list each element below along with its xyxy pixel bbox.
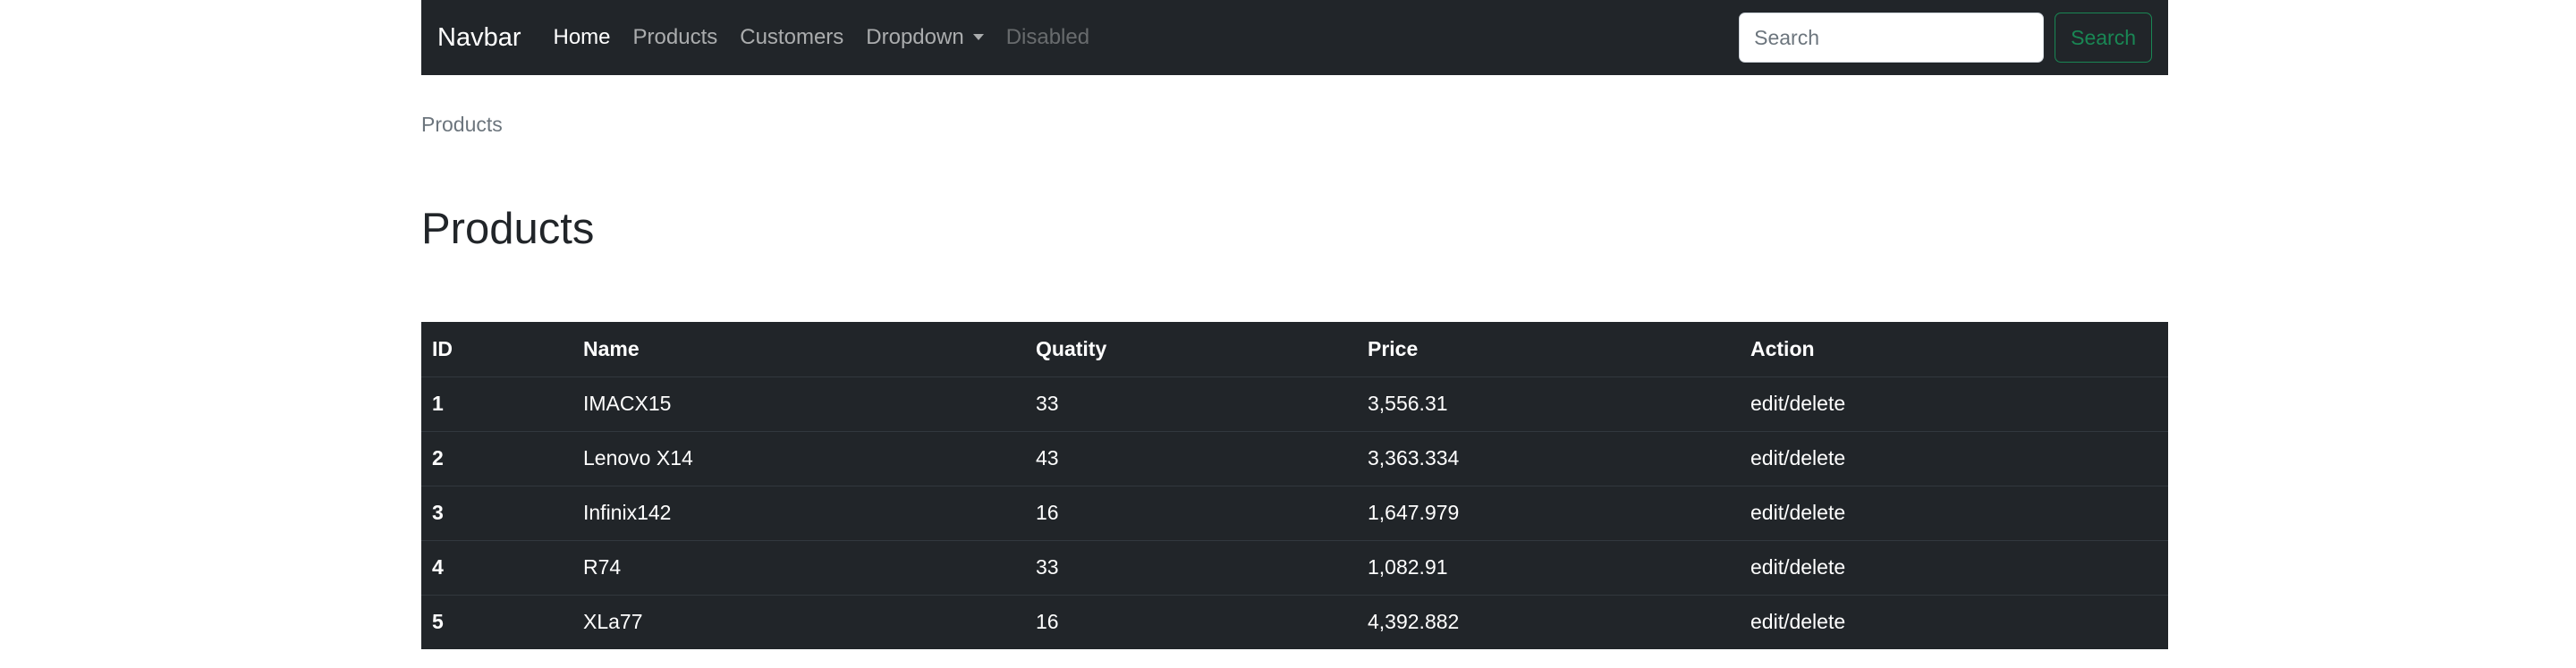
cell-quantity: 16 [1036, 610, 1059, 634]
cell-action[interactable]: edit/delete [1740, 376, 2168, 432]
cell-name: Infinix142 [572, 486, 1025, 541]
cell-price: 1,082.91 [1357, 540, 1740, 596]
navbar: Navbar Home Products Customers Dropdown … [421, 0, 2168, 75]
nav-dropdown-label: Dropdown [866, 25, 964, 49]
table-header-row: ID Name Quatity Price Action [421, 322, 2168, 377]
cell-price: 1,647.979 [1357, 486, 1740, 541]
cell-id: 1 [421, 376, 572, 432]
column-header-action: Action [1740, 322, 2168, 377]
cell-name: IMACX15 [572, 376, 1025, 432]
cell-name: Lenovo X14 [572, 431, 1025, 486]
search-input[interactable] [1739, 13, 2045, 63]
cell-quantity: 33 [1025, 540, 1357, 596]
cell-price: 4,392.882 [1368, 610, 1460, 634]
table-row: 4 R74 33 1,082.91 edit/delete [421, 540, 2168, 596]
nav-link-disabled: Disabled [1005, 25, 1090, 49]
nav-links: Home Products Customers Dropdown Disable… [554, 25, 1113, 50]
search-form: Search [1739, 13, 2152, 63]
cell-quantity: 43 [1025, 431, 1357, 486]
cell-action[interactable]: edit/delete [1740, 431, 2168, 486]
page-title: Products [421, 205, 595, 253]
cell-quantity: 16 [1025, 486, 1357, 541]
products-table: ID Name Quatity Price Action 1 IMACX15 3… [421, 322, 2168, 649]
column-header-price: Price [1357, 322, 1740, 377]
cell-id: 2 [421, 431, 572, 486]
column-header-name: Name [572, 322, 1025, 377]
cell-price: 3,363.334 [1357, 431, 1740, 486]
search-button[interactable]: Search [2055, 13, 2152, 63]
table-body: 1 IMACX15 33 3,556.31 edit/delete 2 Leno… [421, 376, 2168, 649]
cell-name: XLa77 [583, 610, 643, 634]
table-row: 3 Infinix142 16 1,647.979 edit/delete [421, 486, 2168, 541]
column-header-id: ID [421, 322, 572, 377]
nav-dropdown-toggle[interactable]: Dropdown [866, 25, 984, 50]
cell-name: R74 [572, 540, 1025, 596]
breadcrumb: Products [421, 113, 503, 137]
cell-price: 3,556.31 [1357, 376, 1740, 432]
cell-action[interactable]: edit/delete [1740, 486, 2168, 541]
cell-id: 3 [421, 486, 572, 541]
table-row: 2 Lenovo X14 43 3,363.334 edit/delete [421, 431, 2168, 486]
nav-link-products[interactable]: Products [632, 25, 718, 49]
table-head: ID Name Quatity Price Action [421, 322, 2168, 377]
breadcrumb-item-products[interactable]: Products [421, 113, 503, 136]
cell-action[interactable]: edit/delete [1740, 540, 2168, 596]
cell-quantity: 33 [1025, 376, 1357, 432]
column-header-quantity: Quatity [1025, 322, 1357, 377]
nav-link-customers[interactable]: Customers [740, 25, 844, 49]
table-row: 5 XLa77 16 4,392.882 edit/delete [421, 595, 2168, 649]
cell-id: 4 [421, 540, 572, 596]
table-row: 1 IMACX15 33 3,556.31 edit/delete [421, 376, 2168, 432]
navbar-brand[interactable]: Navbar [437, 22, 521, 52]
cell-action[interactable]: edit/delete [1750, 610, 1846, 634]
caret-down-icon [972, 34, 984, 40]
cell-id: 5 [432, 610, 444, 634]
nav-link-home[interactable]: Home [553, 25, 611, 49]
page-container: Navbar Home Products Customers Dropdown … [421, 0, 2168, 649]
